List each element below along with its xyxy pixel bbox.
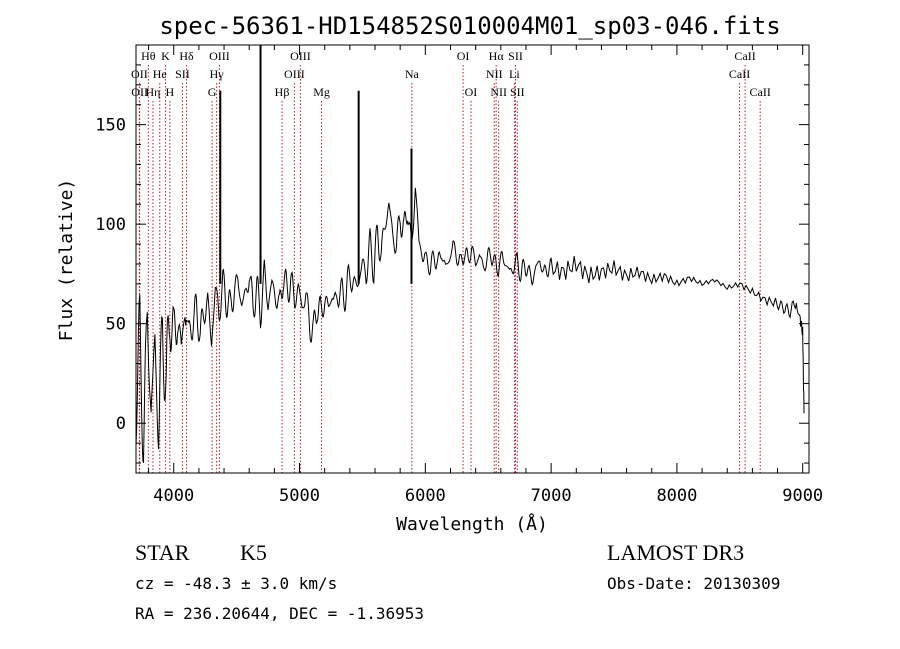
x-tick-label: 6000 (405, 486, 446, 506)
y-tick-label: 0 (116, 414, 126, 434)
x-tick-label: 8000 (656, 486, 697, 506)
line-label: H (166, 85, 175, 99)
line-label: SII (508, 49, 523, 63)
plot-frame (135, 44, 810, 474)
line-label: Hγ (210, 67, 225, 81)
x-tick-label: 5000 (279, 486, 320, 506)
line-label: OII (131, 67, 148, 81)
object-subclass: K5 (240, 540, 267, 565)
line-label: OI (457, 49, 470, 63)
line-label: NII (490, 85, 507, 99)
line-label: K (161, 49, 170, 63)
line-label: SII (510, 85, 525, 99)
chart-title: spec-56361-HD154852S010004M01_sp03-046.f… (159, 12, 780, 40)
line-label: OIII (290, 49, 311, 63)
x-tick-label: 7000 (531, 486, 572, 506)
line-label: Hθ (141, 49, 156, 63)
line-label: He (153, 67, 167, 81)
line-label: Li (509, 67, 520, 81)
line-label: CaII (734, 49, 755, 63)
x-tick-label: 9000 (782, 486, 823, 506)
line-label: NII (486, 67, 503, 81)
object-class: STAR (135, 540, 190, 565)
line-label: OIII (209, 49, 230, 63)
line-label: Hα (489, 49, 505, 63)
spectrum-line (135, 187, 805, 464)
x-axis-label: Wavelength (Å) (396, 513, 548, 535)
line-label: Hη (146, 85, 161, 99)
line-label: Mg (313, 85, 330, 99)
line-label: OIII (284, 67, 305, 81)
observation-date: Obs-Date: 20130309 (607, 574, 780, 593)
y-tick-label: 100 (95, 215, 126, 235)
line-label: OII (131, 85, 148, 99)
x-tick-label: 4000 (153, 486, 194, 506)
emission-line-markers (138, 65, 761, 473)
line-label: CaII (729, 67, 750, 81)
axis-ticks: 4000 5000 6000 7000 8000 9000 0 50 100 150 (95, 45, 823, 506)
sky-coordinates: RA = 236.20644, DEC = -1.36953 (135, 604, 424, 623)
spectrum-series (135, 45, 805, 464)
line-label: G (208, 85, 217, 99)
line-label: SII (175, 67, 190, 81)
redshift-velocity: cz = -48.3 ± 3.0 km/s (135, 574, 337, 593)
y-tick-label: 50 (106, 315, 126, 335)
line-label: OI (465, 85, 478, 99)
line-label: Hδ (179, 49, 194, 63)
y-axis-label: Flux (relative) (56, 179, 77, 342)
line-label: CaII (750, 85, 771, 99)
y-tick-label: 150 (95, 116, 126, 136)
line-label: Hβ (275, 85, 290, 99)
survey-name: LAMOST DR3 (607, 540, 744, 565)
line-label: Na (405, 67, 420, 81)
